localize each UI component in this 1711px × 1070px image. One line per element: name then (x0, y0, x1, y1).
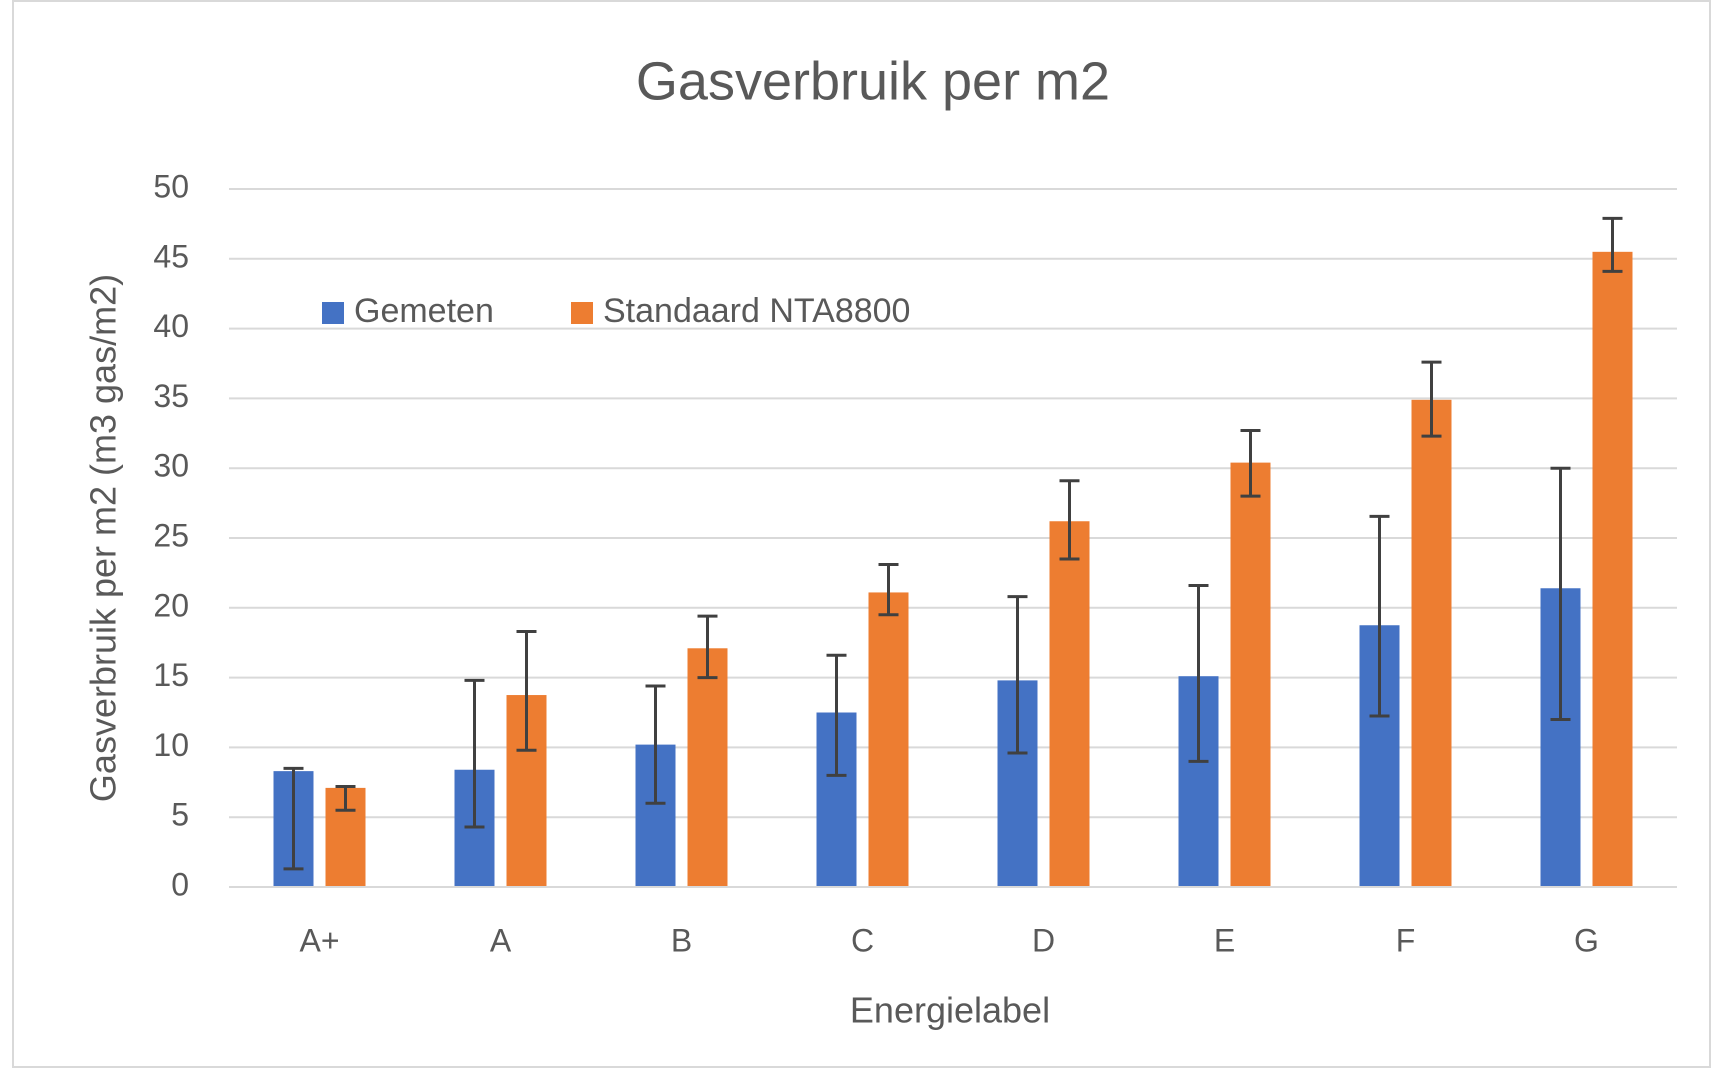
y-tick-label: 35 (153, 378, 189, 414)
x-tick-label: D (1032, 922, 1055, 958)
y-tick-label: 15 (153, 657, 189, 693)
error-bar (1421, 360, 1442, 438)
error-bar (878, 563, 899, 617)
chart-border (12, 0, 1711, 1068)
error-bar (335, 784, 356, 812)
x-tick-label: A+ (299, 922, 339, 958)
error-bar (1550, 466, 1571, 721)
x-tick-label: E (1214, 922, 1235, 958)
error-bar (516, 630, 537, 752)
error-bar (1369, 514, 1390, 718)
legend-swatch (571, 302, 593, 324)
y-tick-label: 0 (171, 866, 189, 902)
chart-title: Gasverbruik per m2 (636, 51, 1110, 111)
error-bar (283, 766, 304, 871)
x-tick-label: A (490, 922, 512, 958)
bar (1411, 399, 1452, 887)
error-bar (697, 614, 718, 680)
legend-label: Standaard NTA8800 (603, 292, 910, 330)
error-bar (826, 653, 847, 777)
x-tick-label: C (851, 922, 874, 958)
error-bar (464, 678, 485, 829)
x-axis-title: Energielabel (850, 990, 1050, 1031)
error-bar (1602, 216, 1623, 273)
y-tick-label: 5 (171, 797, 189, 833)
y-tick-label: 50 (153, 168, 189, 204)
bar (1230, 462, 1271, 887)
x-tick-label: B (671, 922, 692, 958)
legend-swatch (322, 302, 344, 324)
bar (1592, 251, 1633, 887)
bar (687, 648, 728, 887)
y-axis-title: Gasverbruik per m2 (m3 gas/m2) (83, 274, 124, 802)
bar (868, 592, 909, 887)
y-tick-label: 10 (153, 727, 189, 763)
x-tick-label: G (1574, 922, 1599, 958)
y-tick-label: 45 (153, 238, 189, 274)
error-bar (1059, 479, 1080, 561)
error-bar (645, 684, 666, 805)
y-tick-label: 40 (153, 308, 189, 344)
y-tick-label: 30 (153, 448, 189, 484)
x-tick-label: F (1396, 922, 1416, 958)
bar (1049, 521, 1090, 887)
error-bar (1240, 429, 1261, 498)
legend-label: Gemeten (354, 292, 494, 330)
error-bar (1188, 583, 1209, 763)
y-tick-label: 20 (153, 587, 189, 623)
error-bar (1007, 595, 1028, 755)
y-tick-label: 25 (153, 517, 189, 553)
